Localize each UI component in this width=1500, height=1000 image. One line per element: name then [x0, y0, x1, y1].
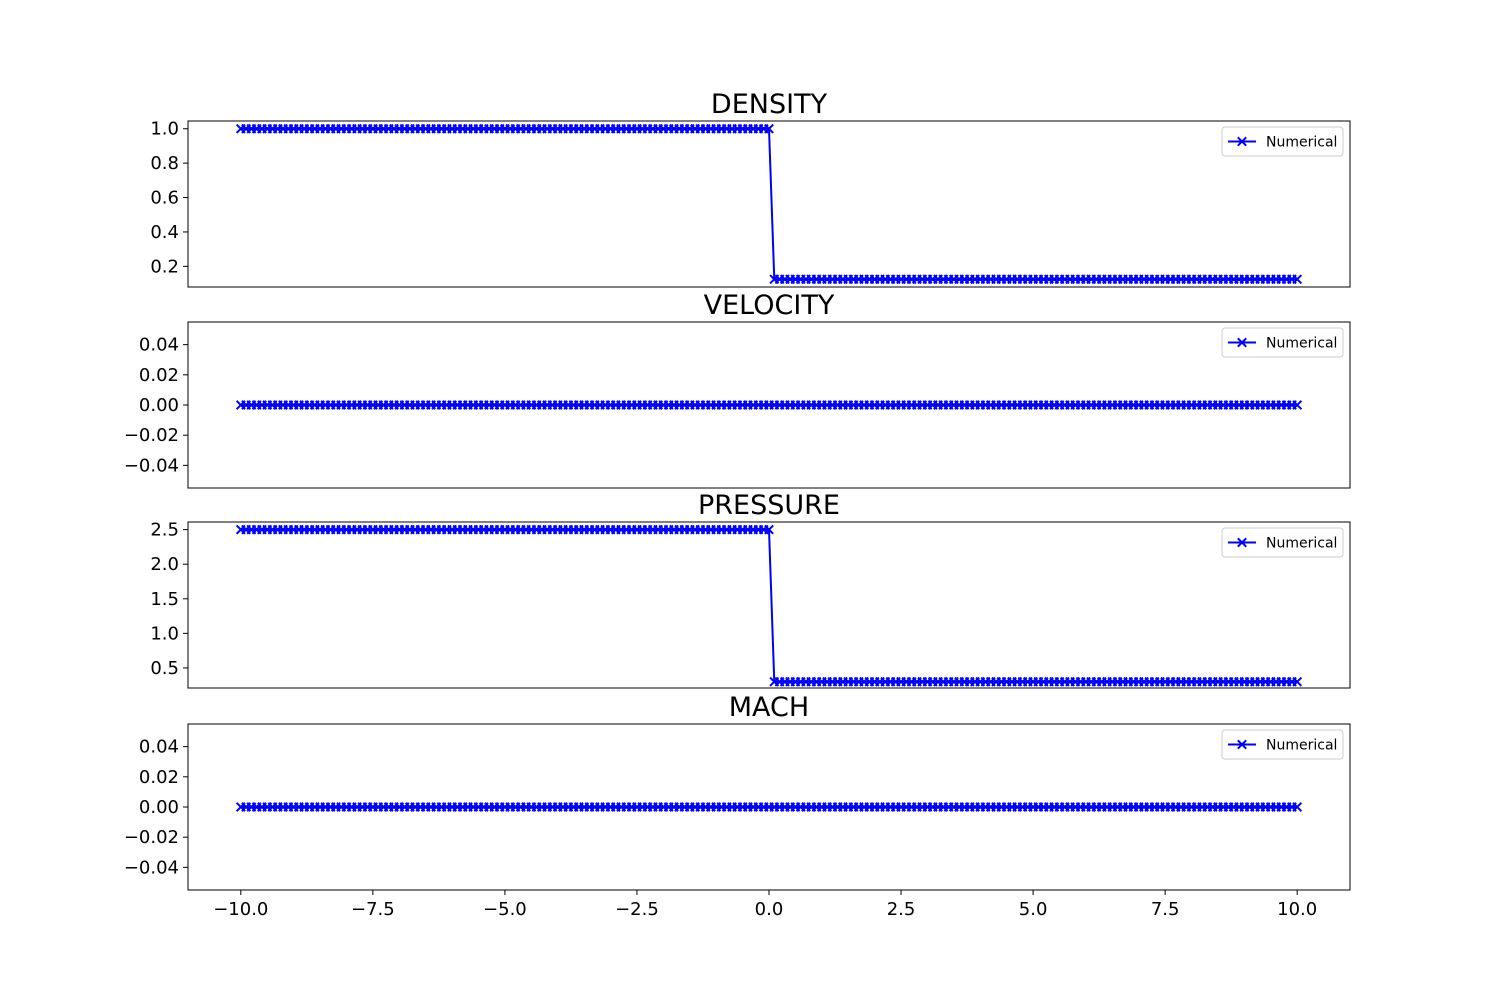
x-tick-label-6: 5.0 [1019, 899, 1048, 920]
series-mach-numerical [235, 802, 1303, 812]
subplot-pressure: PRESSURE 0.5 1.0 1.5 2.0 2.5 Numerical [150, 490, 1351, 689]
x-axis: −10.0 −7.5 −5.0 −2.5 0.0 2.5 5.0 7.5 10.0 [213, 890, 1317, 920]
x-tick-label-2: −5.0 [483, 899, 527, 920]
subplot-density: DENSITY 0.2 0.4 0.6 0.8 1.0 Numerical [150, 89, 1351, 288]
y-tick-label-density-1: 0.4 [150, 222, 179, 243]
data-point-density-200 [1292, 274, 1303, 285]
legend-label-velocity: Numerical [1266, 336, 1337, 352]
legend-label-density: Numerical [1266, 135, 1337, 151]
legend-marker-mach [1237, 739, 1247, 750]
legend-box-pressure [1221, 527, 1344, 558]
series-pressure-numerical [235, 524, 1303, 687]
y-tick-label-mach-1: −0.02 [124, 827, 179, 848]
data-point-mach-200 [1292, 802, 1303, 812]
y-tick-label-pressure-1: 1.0 [150, 623, 179, 644]
x-tick-label-3: −2.5 [615, 899, 659, 920]
subplot-stack: DENSITY 0.2 0.4 0.6 0.8 1.0 Numerical VELOCITY −… [124, 89, 1351, 920]
x-tick-label-0: −10.0 [213, 899, 268, 920]
subplot-title-density: DENSITY [711, 89, 828, 120]
legend-label-pressure: Numerical [1266, 536, 1337, 552]
y-tick-label-velocity-3: 0.02 [139, 365, 179, 386]
legend-marker-velocity [1237, 337, 1247, 348]
subplot-mach: MACH −0.04 −0.02 0.00 0.02 0.04 Numerical [124, 692, 1351, 891]
axes-frame-density [187, 120, 1351, 288]
y-tick-label-velocity-1: −0.02 [124, 425, 179, 446]
x-tick-label-7: 7.5 [1151, 899, 1180, 920]
x-tick-label-1: −7.5 [351, 899, 395, 920]
y-tick-label-mach-3: 0.02 [139, 767, 179, 788]
y-tick-label-density-4: 1.0 [150, 119, 179, 140]
y-tick-label-mach-4: 0.04 [139, 737, 179, 758]
y-tick-label-pressure-0: 0.5 [150, 658, 179, 679]
legend-density: Numerical [1221, 126, 1344, 157]
legend-marker-pressure [1237, 537, 1247, 548]
data-point-pressure-100 [764, 524, 774, 535]
series-density-numerical [235, 123, 1303, 285]
legend-box-mach [1221, 729, 1344, 760]
axes-frame-pressure [187, 521, 1351, 689]
y-tick-label-pressure-4: 2.5 [150, 520, 179, 541]
y-tick-label-velocity-0: −0.04 [124, 455, 179, 476]
subplot-title-mach: MACH [729, 692, 809, 723]
legend-box-density [1221, 126, 1344, 157]
subplot-velocity: VELOCITY −0.04 −0.02 0.00 0.02 0.04 Numerical [124, 290, 1351, 489]
legend-marker-density [1237, 136, 1247, 147]
y-tick-label-mach-2: 0.00 [139, 797, 179, 818]
data-point-pressure-200 [1292, 676, 1303, 687]
y-tick-label-density-2: 0.6 [150, 188, 179, 209]
legend-mach: Numerical [1221, 729, 1344, 760]
y-tick-label-density-3: 0.8 [150, 153, 179, 174]
subplot-title-pressure: PRESSURE [698, 490, 840, 521]
y-tick-label-density-0: 0.2 [150, 256, 179, 277]
legend-velocity: Numerical [1221, 327, 1344, 358]
y-tick-label-pressure-2: 1.5 [150, 589, 179, 610]
series-velocity-numerical [235, 400, 1303, 410]
subplot-title-velocity: VELOCITY [704, 290, 835, 321]
y-tick-label-pressure-3: 2.0 [150, 554, 179, 575]
y-tick-label-velocity-4: 0.04 [139, 335, 179, 356]
y-tick-label-mach-0: −0.04 [124, 857, 179, 878]
legend-label-mach: Numerical [1266, 738, 1337, 754]
x-tick-label-5: 2.5 [887, 899, 916, 920]
data-point-density-100 [764, 123, 774, 134]
x-tick-label-8: 10.0 [1277, 899, 1317, 920]
legend-box-velocity [1221, 327, 1344, 358]
legend-pressure: Numerical [1221, 527, 1344, 558]
y-tick-label-velocity-2: 0.00 [139, 395, 179, 416]
data-point-velocity-200 [1292, 400, 1303, 410]
x-tick-label-4: 0.0 [755, 899, 784, 920]
